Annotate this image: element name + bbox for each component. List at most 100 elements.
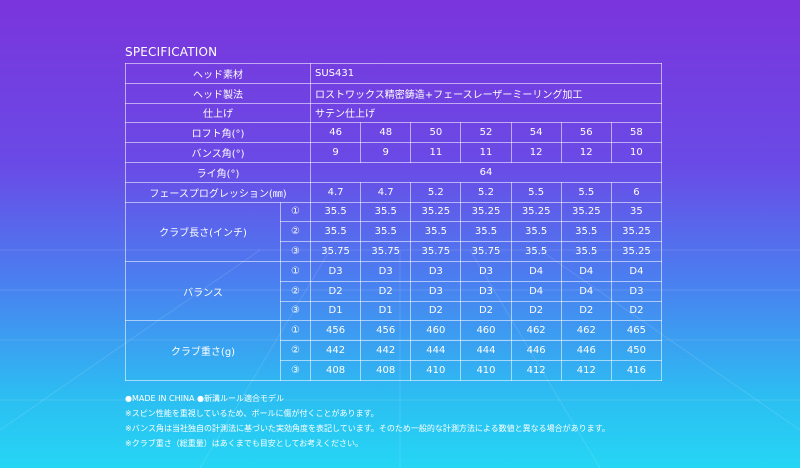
sub-mark: ① — [280, 201, 311, 223]
cell-value: 35.5 — [360, 221, 412, 243]
cell-value: 9 — [360, 142, 412, 163]
table-row: クラブ重さ(g) ① 456 456 460 460 462 462 465 — [125, 320, 663, 381]
cell-value: 35.75 — [410, 241, 462, 262]
cell-value: 5.2 — [460, 181, 512, 203]
cell-value: 35.25 — [610, 221, 663, 243]
cell-value: 35.5 — [360, 201, 412, 223]
note: ※バンス角は当社独自の計測法に基づいた実効角度を表記しています。そのため一般的な… — [125, 424, 610, 433]
cell-value: D2 — [309, 280, 362, 302]
cell-value: 35.5 — [309, 221, 362, 243]
cell-value: 408 — [309, 359, 362, 381]
sub-mark: ③ — [280, 359, 311, 381]
group-label: バランス — [125, 260, 281, 322]
cell-value: 465 — [610, 320, 663, 342]
group-label: クラブ長さ(インチ) — [125, 201, 281, 262]
cell-value: D2 — [610, 300, 663, 322]
cell-value: 50 — [410, 122, 462, 144]
cell-value: 456 — [309, 320, 362, 342]
table-row: ヘッド製法 ロストワックス精密鋳造+フェースレーザーミーリング加工 — [125, 82, 662, 104]
cell-value: 35.75 — [309, 241, 362, 262]
cell-value: D2 — [460, 300, 512, 322]
cell-value: ロストワックス精密鋳造+フェースレーザーミーリング加工 — [310, 82, 662, 104]
notes: ●MADE IN CHINA ●新溝ルール適合モデル ※スピン性能を重視しているた… — [125, 391, 610, 451]
table-row: バンス角(°) 9 9 11 11 12 12 10 — [125, 142, 663, 163]
note: ※クラブ重さ（総重量）はあくまでも目安としてお考えください。 — [125, 439, 363, 448]
cell-value: D4 — [560, 280, 612, 302]
cell-value: 6 — [610, 181, 663, 203]
cell-value: 35 — [610, 201, 663, 223]
cell-value: 12 — [510, 142, 562, 163]
sub-mark: ③ — [280, 241, 311, 262]
cell-value: 450 — [610, 340, 663, 361]
table-row: フェースプログレッション(㎜) 4.7 4.7 5.2 5.2 5.5 5.5 6 — [125, 181, 663, 203]
cell-value: D4 — [610, 260, 663, 282]
cell-value: 35.5 — [510, 221, 562, 243]
cell-value: 46 — [309, 122, 362, 144]
row-label: ライ角(°) — [125, 161, 311, 183]
cell-value: 462 — [510, 320, 562, 342]
cell-value: 35.5 — [460, 221, 512, 243]
cell-value: 416 — [610, 359, 663, 381]
sub-mark: ③ — [280, 300, 311, 322]
cell-value: 35.25 — [460, 201, 512, 223]
cell-value: 35.75 — [460, 241, 512, 262]
sub-mark: ② — [280, 221, 311, 243]
table-row: ③ 35.75 35.75 35.75 35.75 35.5 35.5 35.25 — [126, 241, 663, 262]
cell-value: 35.25 — [510, 201, 562, 223]
cell-value: D1 — [309, 300, 362, 322]
cell-value: SUS431 — [310, 63, 662, 84]
cell-value: 54 — [510, 122, 562, 144]
cell-value: 12 — [560, 142, 612, 163]
cell-value: D3 — [410, 260, 462, 282]
cell-value: D3 — [309, 260, 362, 282]
cell-value: 35.5 — [560, 241, 612, 262]
row-label: バンス角(°) — [125, 142, 311, 163]
cell-value: D1 — [360, 300, 412, 322]
cell-value: D3 — [360, 260, 412, 282]
cell-value: 52 — [460, 122, 512, 144]
table-row: ロフト角(°) 46 48 50 52 54 56 58 — [125, 122, 663, 144]
cell-value: D3 — [460, 260, 512, 282]
row-label: フェースプログレッション(㎜) — [125, 181, 311, 203]
group-label: クラブ重さ(g) — [125, 320, 281, 381]
cell-value: D4 — [510, 280, 562, 302]
cell-value: 35.5 — [309, 201, 362, 223]
row-label: 仕上げ — [125, 102, 311, 124]
cell-value: D2 — [410, 300, 462, 322]
table-row: ③ 408 408 410 410 412 412 416 — [126, 359, 663, 381]
cell-value: 442 — [309, 340, 362, 361]
table-row: バランス ① D3 D3 D3 D3 D4 D4 D4 — [125, 260, 663, 322]
section-title: SPECIFICATION — [125, 45, 218, 59]
cell-value: 5.5 — [560, 181, 612, 203]
cell-value: D4 — [560, 260, 612, 282]
cell-value: D3 — [460, 280, 512, 302]
cell-value: 56 — [560, 122, 612, 144]
cell-value: 35.25 — [410, 201, 462, 223]
cell-value: D2 — [510, 300, 562, 322]
cell-value: 446 — [510, 340, 562, 361]
cell-value: 5.2 — [410, 181, 462, 203]
cell-value: D2 — [360, 280, 412, 302]
cell-value: 64 — [310, 161, 662, 183]
cell-value: 4.7 — [309, 181, 362, 203]
sub-mark: ② — [280, 280, 311, 302]
cell-value: 460 — [410, 320, 462, 342]
note: ●MADE IN CHINA ●新溝ルール適合モデル — [125, 394, 284, 403]
sub-mark: ① — [280, 320, 311, 342]
cell-value: 35.5 — [560, 221, 612, 243]
note: ※スピン性能を重視しているため、ボールに傷が付くことがあります。 — [125, 409, 379, 418]
table-row: 仕上げ サテン仕上げ — [125, 102, 662, 124]
cell-value: 456 — [360, 320, 412, 342]
sub-mark: ② — [280, 340, 311, 361]
table-row: ② 35.5 35.5 35.5 35.5 35.5 35.5 35.25 — [126, 221, 663, 243]
cell-value: 444 — [460, 340, 512, 361]
table-row: クラブ長さ(インチ) ① 35.5 35.5 35.25 35.25 35.25 35.25 3… — [125, 201, 663, 262]
cell-value: 446 — [560, 340, 612, 361]
cell-value: 35.5 — [410, 221, 462, 243]
cell-value: 35.75 — [360, 241, 412, 262]
cell-value: 11 — [460, 142, 512, 163]
cell-value: 408 — [360, 359, 412, 381]
cell-value: サテン仕上げ — [310, 102, 662, 124]
